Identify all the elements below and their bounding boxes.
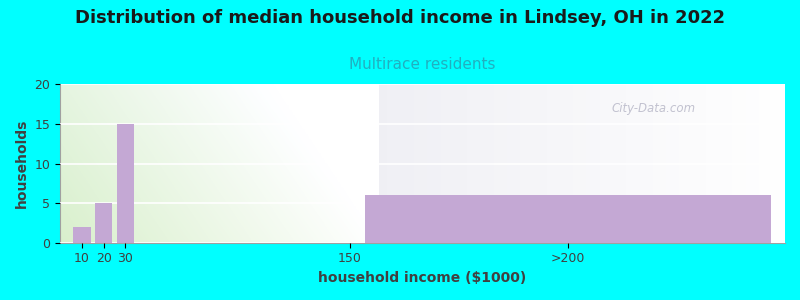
Text: Multirace residents: Multirace residents [350,57,496,72]
Text: Distribution of median household income in Lindsey, OH in 2022: Distribution of median household income … [75,9,725,27]
Bar [74,227,90,243]
Bar [117,124,134,243]
Bar [95,203,112,243]
Bar [365,195,770,243]
Text: City-Data.com: City-Data.com [611,102,695,115]
X-axis label: household income ($1000): household income ($1000) [318,271,526,285]
Y-axis label: households: households [15,119,29,208]
